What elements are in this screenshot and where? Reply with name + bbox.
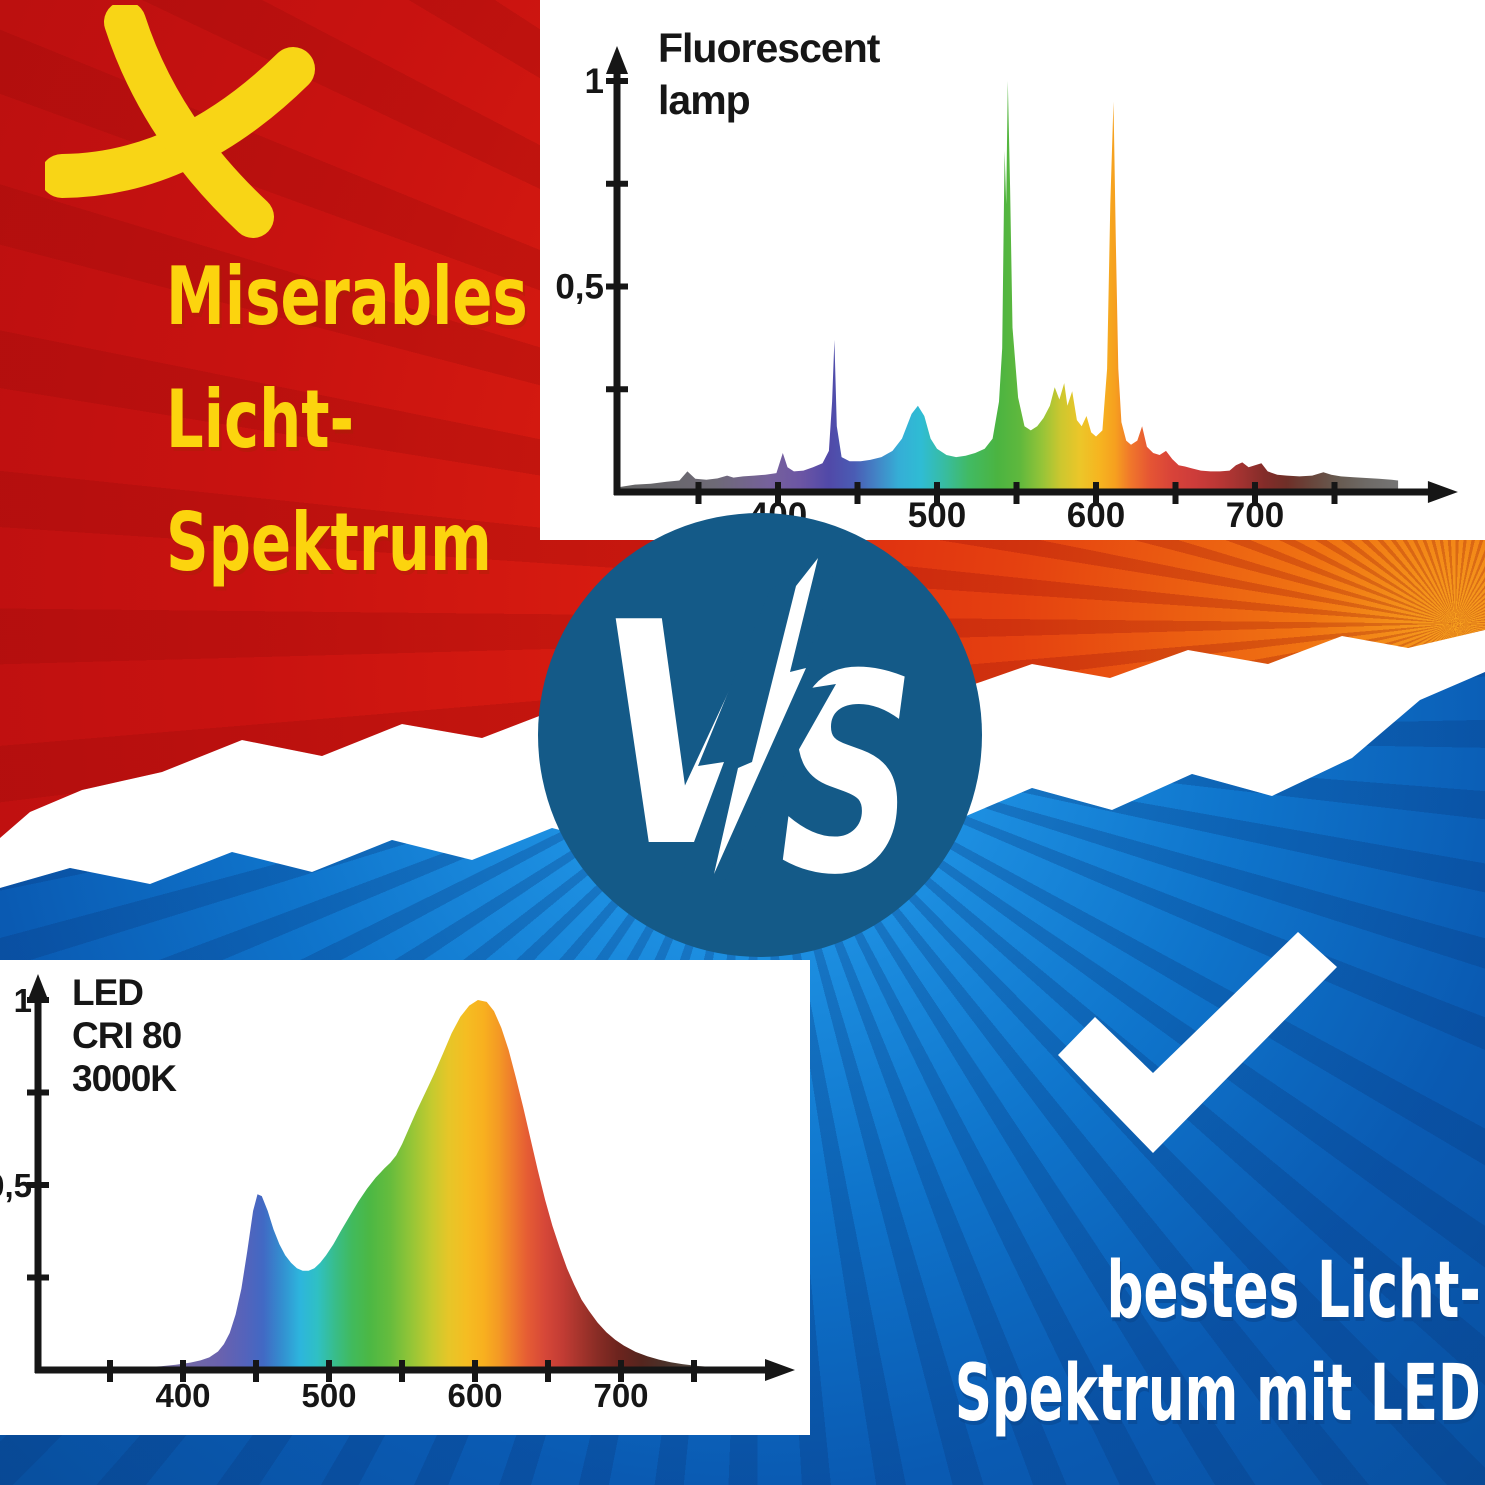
svg-text:1: 1 <box>585 62 604 101</box>
svg-text:600: 600 <box>1067 496 1125 535</box>
lightning-bolt-icon <box>714 558 818 874</box>
svg-text:700: 700 <box>1226 496 1284 535</box>
vs-bolt-gap <box>676 545 842 896</box>
svg-text:400: 400 <box>155 1377 210 1414</box>
svg-text:Fluorescent: Fluorescent <box>658 25 881 71</box>
svg-text:500: 500 <box>301 1377 356 1414</box>
headline-line: Licht- <box>166 373 355 466</box>
svg-text:0,5: 0,5 <box>0 1167 32 1204</box>
vs-badge: V S <box>538 513 982 957</box>
svg-text:lamp: lamp <box>658 77 750 123</box>
svg-text:700: 700 <box>593 1377 648 1414</box>
headline-line: Miserables <box>166 250 528 343</box>
headline-line: Spektrum mit LED <box>955 1349 1481 1439</box>
svg-text:600: 600 <box>447 1377 502 1414</box>
svg-text:1: 1 <box>14 982 32 1019</box>
left-headline: Miserables Licht- Spektrum <box>166 235 528 604</box>
checkmark-icon <box>1058 932 1337 1153</box>
x-mark-icon <box>45 5 315 238</box>
svg-text:3000K: 3000K <box>72 1058 177 1099</box>
svg-text:CRI 80: CRI 80 <box>72 1015 182 1056</box>
headline-line: Spektrum <box>166 496 492 589</box>
svg-text:0,5: 0,5 <box>555 268 604 307</box>
svg-text:500: 500 <box>908 496 966 535</box>
right-headline: bestes Licht- Spektrum mit LED <box>955 1240 1481 1446</box>
svg-text:LED: LED <box>72 972 143 1013</box>
headline-line: bestes Licht- <box>1106 1246 1481 1336</box>
